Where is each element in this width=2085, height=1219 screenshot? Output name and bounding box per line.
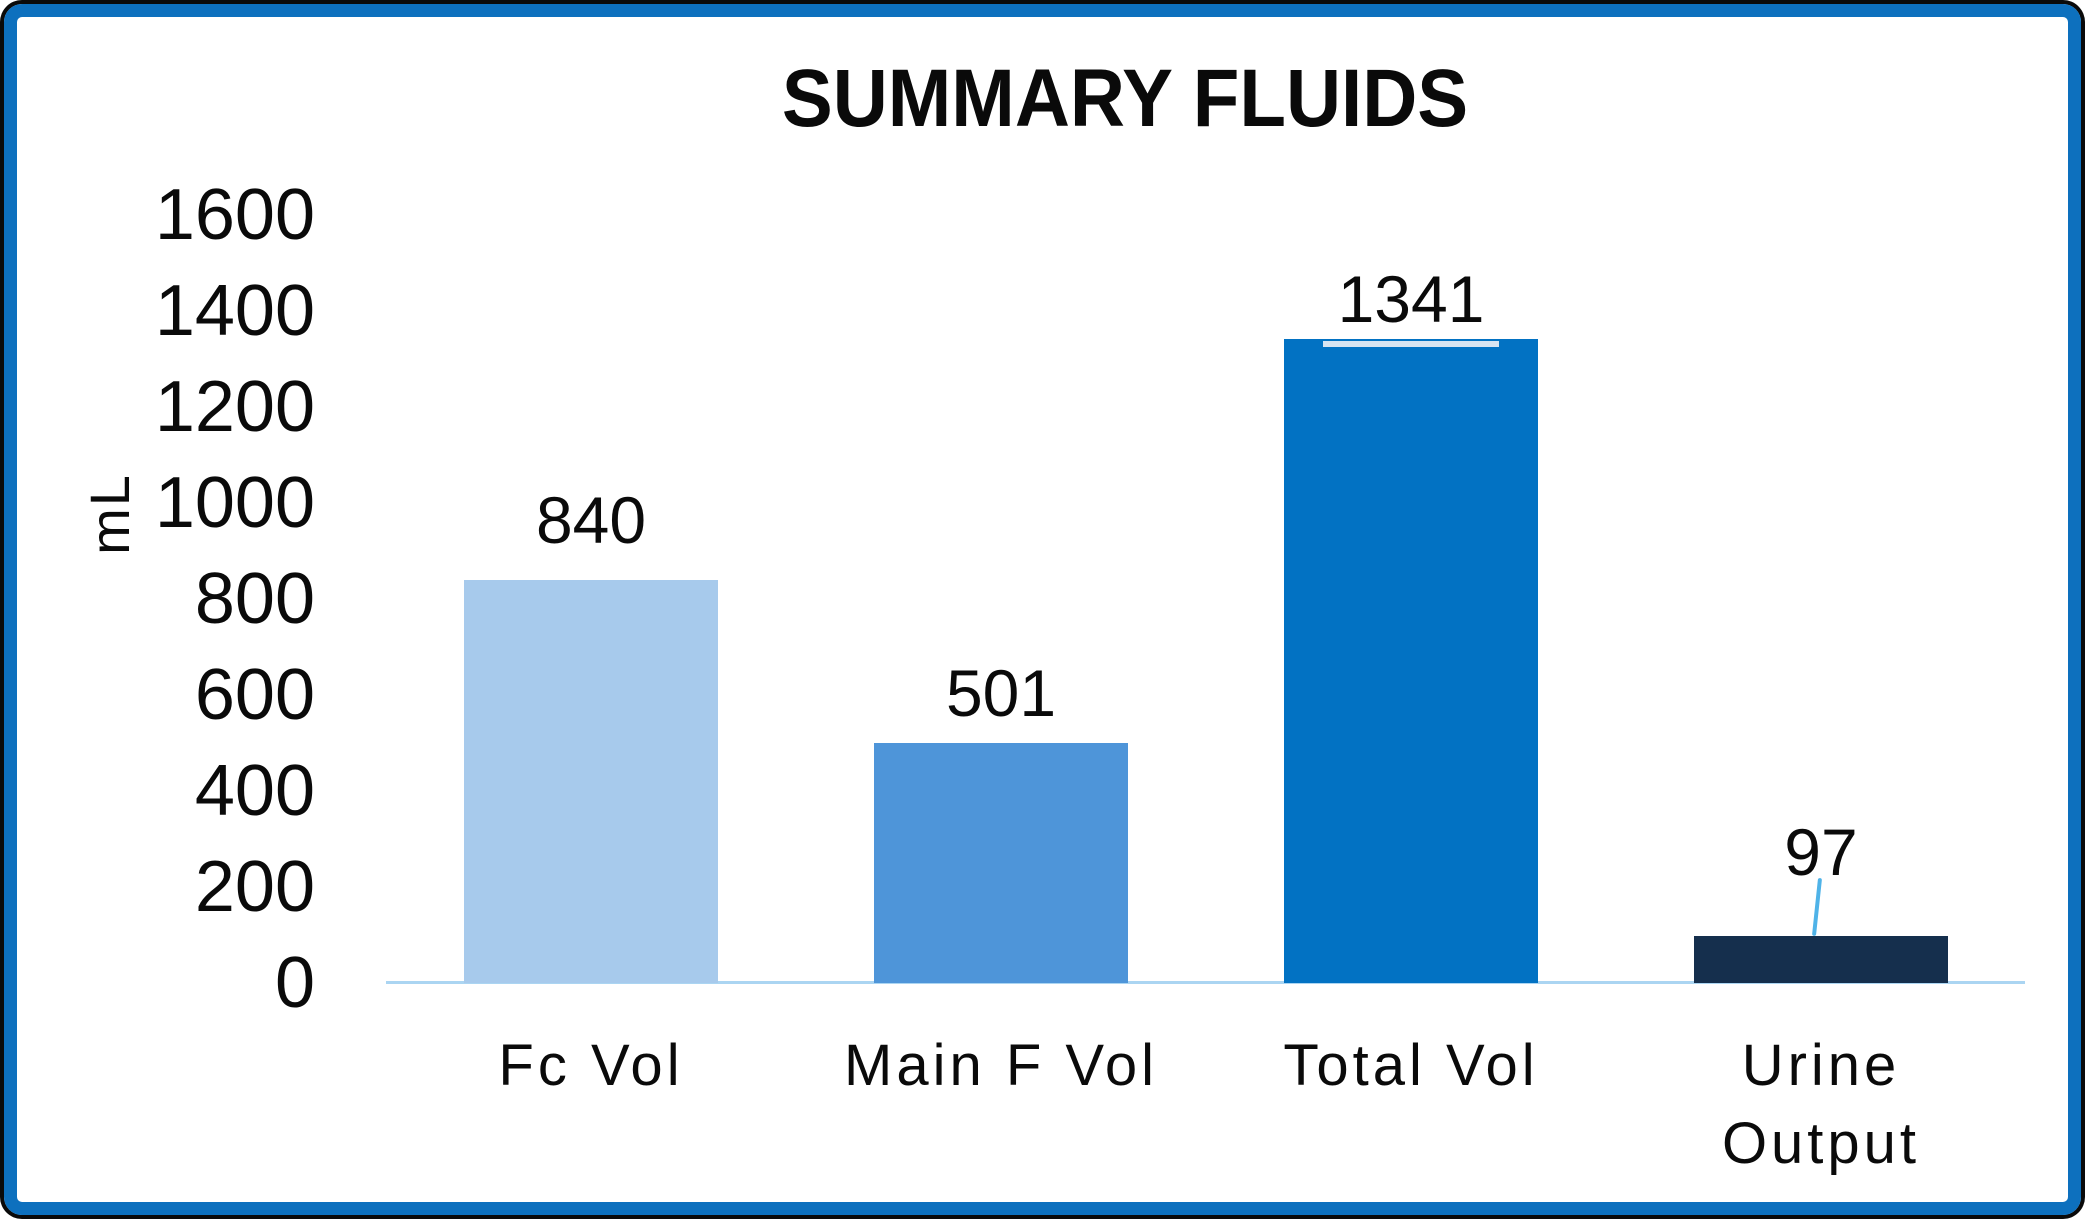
chart-title: SUMMARY FLUIDS (781, 53, 1469, 144)
value-label-fc-vol: 840 (535, 483, 647, 557)
y-tick-label: 200 (194, 847, 315, 927)
bar-fc-vol (464, 580, 718, 983)
y-tick-label: 400 (194, 751, 315, 831)
value-label-urine-output: 97 (1784, 815, 1858, 889)
y-tick-label: 800 (194, 559, 315, 639)
bar-urine-output (1694, 936, 1948, 983)
x-tick-label-fc-vol: Fc Vol (498, 1033, 684, 1098)
y-tick-label: 0 (274, 943, 315, 1023)
y-tick-label: 1200 (154, 367, 315, 447)
bar-main-f-vol (874, 743, 1128, 983)
x-axis-baseline (386, 981, 2025, 984)
y-tick-label: 1000 (154, 463, 315, 543)
y-tick-label: 1400 (154, 271, 315, 351)
y-tick-label: 1600 (154, 175, 315, 255)
value-label-main-f-vol: 501 (945, 656, 1057, 730)
x-tick-label-urine-output: Urine Output (1721, 1033, 1921, 1176)
total-bar-top-highlight (1323, 341, 1499, 347)
bar-total-vol (1284, 339, 1538, 983)
x-tick-label-main-f-vol: Main F Vol (844, 1033, 1158, 1098)
x-tick-label-total-vol: Total Vol (1283, 1033, 1539, 1098)
y-tick-label: 600 (194, 655, 315, 735)
value-label-total-vol: 1341 (1337, 262, 1485, 336)
